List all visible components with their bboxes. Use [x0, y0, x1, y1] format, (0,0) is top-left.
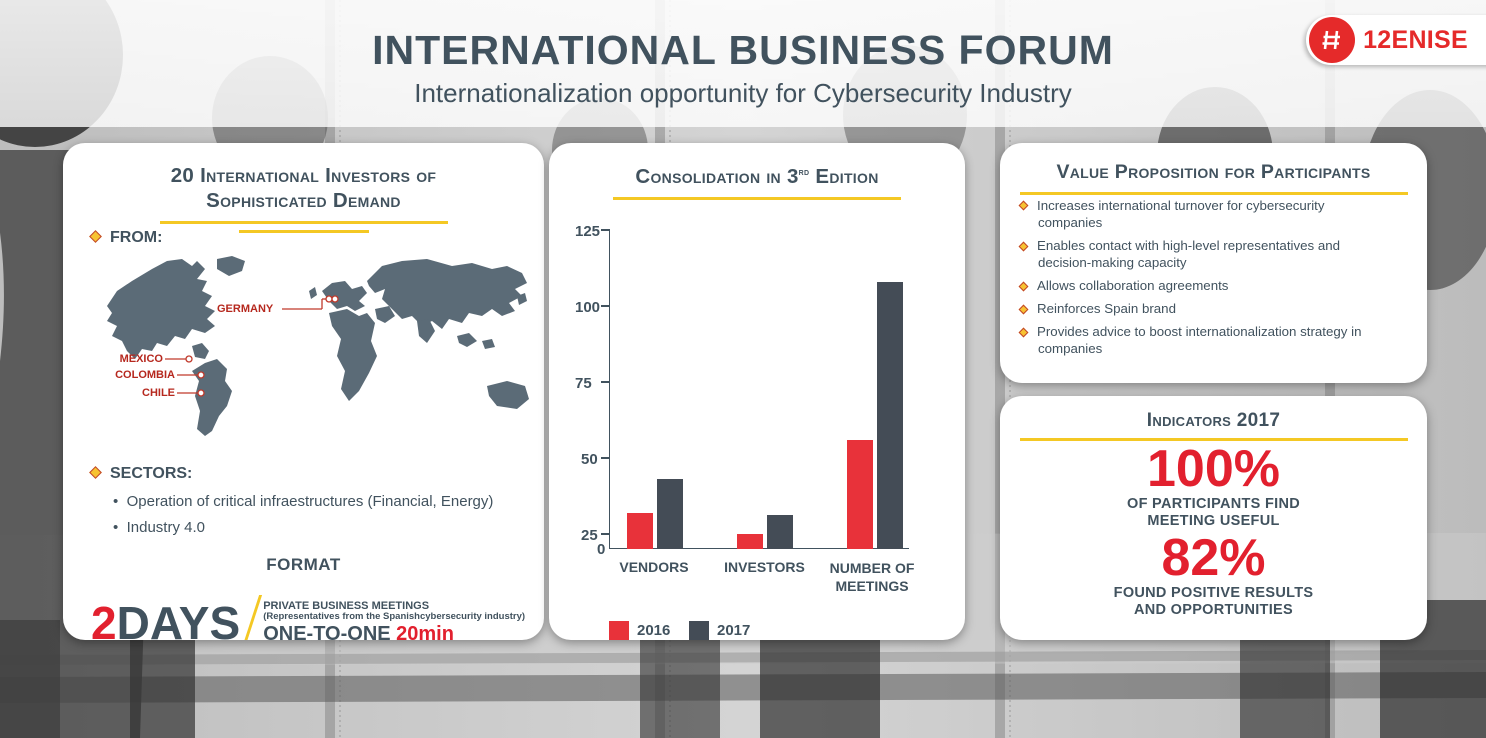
svg-text:COLOMBIA: COLOMBIA: [115, 369, 175, 381]
svg-text:MEXICO: MEXICO: [120, 353, 164, 365]
svg-text:CHILE: CHILE: [142, 387, 175, 399]
svg-text:GERMANY: GERMANY: [217, 303, 274, 315]
